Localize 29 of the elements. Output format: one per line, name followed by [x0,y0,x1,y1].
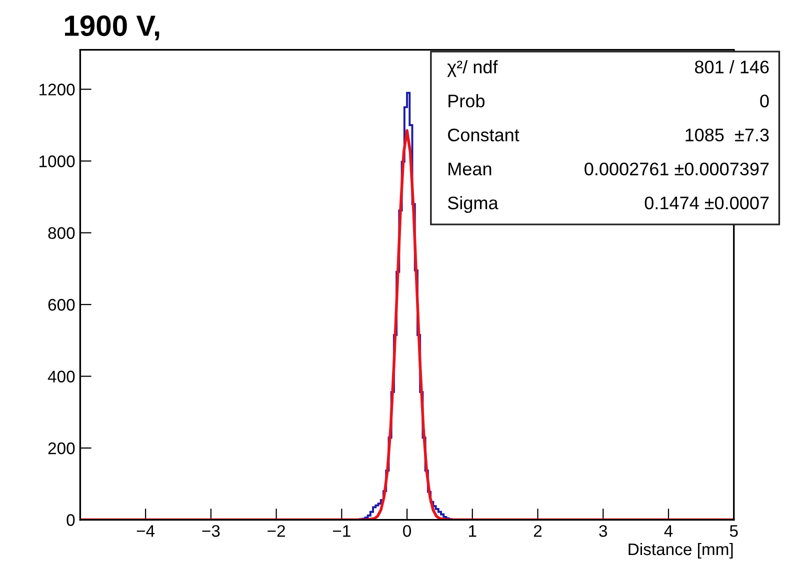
annotation: 0.1474 ±0.0007 [644,196,769,210]
x-tick-label: −3 [202,525,220,537]
annotation: Mean [448,162,492,176]
text: 0 [760,94,769,108]
x-tick-label: 2 [534,525,542,537]
y-tick-label: 200 [48,442,75,454]
x-tick-label: 1 [469,525,476,537]
annotation: 801 / 146 [694,60,769,74]
x-axis-title: Distance [mm] [628,542,733,558]
annotation: 1085 ±7.3 [686,128,769,142]
annotation: χ²/ ndf [447,60,498,77]
x-tick-label: −2 [268,525,285,537]
x-tick-label: 3 [599,525,608,537]
x-tick-label: −1 [332,525,350,537]
y-tick-label: 600 [48,298,75,311]
x-tick-label: 5 [730,525,738,537]
y-tick-label: 0 [66,514,75,526]
annotation: Prob [448,94,484,108]
x-tick-label: 4 [664,525,673,537]
annotation: Sigma [448,196,498,213]
annotation: Constant [448,128,520,142]
y-tick-label: 1000 [40,155,75,168]
x-tick-label: 0 [403,525,412,537]
y-tick-label: 1200 [40,84,75,96]
x-tick-label: −4 [136,525,155,537]
chart-title: 1900 V, [65,15,160,40]
y-tick-label: 800 [48,227,75,239]
y-tick-label: 400 [48,370,75,382]
annotation: 0.0002761 ±0.0007397 [584,162,769,176]
